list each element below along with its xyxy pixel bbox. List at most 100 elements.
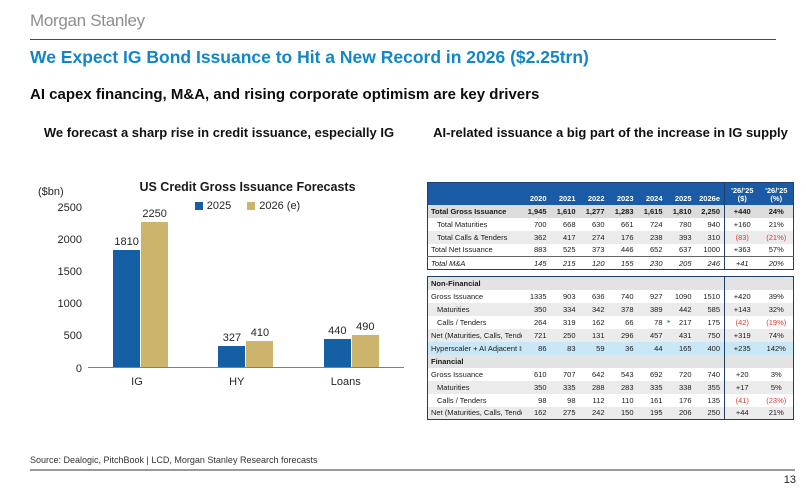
- cell-value: [608, 276, 638, 290]
- cell-value: 940: [707, 219, 720, 229]
- cell-value: 1,610: [550, 204, 580, 218]
- col-header-delta: '26/'25 (%): [759, 182, 794, 205]
- chart-panel-title: We forecast a sharp rise in credit issua…: [43, 125, 395, 140]
- cell-value: [666, 276, 696, 290]
- cell-value: 637: [678, 245, 692, 255]
- cell-value: 721: [521, 328, 551, 342]
- cell-value: 335: [637, 380, 667, 394]
- cell-value: 636: [591, 291, 605, 301]
- cell-value: +160: [724, 217, 760, 231]
- bar-value-label: 490: [356, 321, 375, 333]
- bar-2025: [323, 339, 351, 367]
- chart-title: US Credit Gross Issuance Forecasts: [139, 180, 356, 194]
- cell-value: 446: [620, 245, 634, 255]
- cell-value: 543: [620, 369, 634, 379]
- cell-value: 21%: [759, 406, 794, 420]
- cell-value: 162: [521, 406, 551, 420]
- cell-value: 1,615: [637, 204, 667, 218]
- cell-value: 264: [533, 317, 547, 327]
- cell-value: 457: [637, 328, 667, 342]
- cell-value: (19%): [766, 317, 787, 327]
- cell-value: +319: [724, 328, 760, 342]
- cell-value: 355: [695, 380, 725, 394]
- x-axis-category-label: HY: [229, 376, 245, 388]
- cell-value: +20: [724, 367, 760, 381]
- cell-value: [637, 354, 667, 368]
- legend-swatch-icon: [194, 202, 203, 210]
- cell-value: 1335: [529, 291, 547, 301]
- table-row: Calls / Tenders 264 319 162 66 78 217 ▸ 175 (42) (…: [428, 315, 794, 329]
- bar-2025: [218, 346, 246, 367]
- footer-divider: [30, 469, 795, 471]
- row-label: Net (Maturities, Calls, Tenders): [427, 328, 522, 342]
- cell-value: 98: [567, 395, 576, 405]
- cell-value: 155: [608, 256, 638, 270]
- cell-value: 1510: [703, 291, 720, 301]
- bar-unit: 1810: [113, 236, 141, 367]
- cell-value: 661: [620, 219, 634, 229]
- cell-value: 740: [620, 291, 634, 301]
- cell-value: 217 ▸: [667, 317, 692, 327]
- col-header-delta: '26/'25 ($): [724, 182, 760, 205]
- x-axis-category-label: IG: [131, 376, 143, 388]
- table-row: Gross Issuance 1335 903 636 740 927 1090 1510 +4…: [428, 289, 794, 303]
- row-label: Non-Financial: [427, 276, 522, 290]
- cell-value: (23%): [766, 395, 787, 405]
- cell-value: [550, 354, 580, 368]
- morgan-stanley-logo: Morgan Stanley: [30, 11, 145, 30]
- cell-value: 750: [695, 328, 725, 342]
- bar-value-label: 327: [222, 332, 242, 344]
- cell-value: 2,250: [695, 204, 725, 218]
- x-axis-category-label: Loans: [330, 376, 361, 388]
- cell-value: 442: [666, 302, 696, 316]
- cell-value: (41): [724, 393, 760, 407]
- cell-value: 610: [533, 369, 547, 379]
- cell-value: 1,277: [579, 204, 609, 218]
- header-divider: [30, 39, 776, 40]
- cell-value: 250: [550, 328, 580, 342]
- issuance-table-totals: 2020 2021 2022 2023 2024 2025 2026e '26/'25 ($) '…: [427, 182, 794, 270]
- table-row: Maturities 350 335 288 283 335 338 355 +17 5%: [427, 380, 794, 394]
- cell-value: 32%: [759, 302, 794, 316]
- issuance-table-sectors: Non-Financial Gross Issuance 1335 903 636 740…: [427, 276, 794, 420]
- bar-value-label: 410: [250, 327, 270, 339]
- cell-value: 310: [695, 230, 725, 244]
- y-axis-tick-label: 0: [75, 362, 82, 375]
- bar-2026e: [246, 341, 274, 367]
- cell-value: 110: [621, 395, 634, 405]
- cell-value: 3%: [770, 369, 782, 379]
- cell-value: 1090: [674, 291, 692, 301]
- col-header-delta-line: '26/'25: [765, 185, 788, 195]
- cell-value: (42): [724, 315, 760, 329]
- cell-value: [724, 354, 760, 368]
- cell-value: 400: [695, 341, 725, 355]
- cell-value: 205: [666, 256, 696, 270]
- cell-value: [695, 354, 725, 368]
- bar-unit: 327: [218, 332, 246, 367]
- y-axis-unit-label: ($bn): [38, 186, 64, 198]
- cell-value: 135: [707, 395, 720, 405]
- cell-value: 150: [608, 406, 638, 420]
- cell-value: [759, 276, 794, 290]
- cell-value: +17: [724, 380, 760, 394]
- cell-value: 740: [707, 369, 720, 379]
- col-header-year: 2023: [608, 182, 638, 205]
- slide-subtitle: AI capex financing, M&A, and rising corp…: [30, 86, 540, 103]
- issuance-table: 2020 2021 2022 2023 2024 2025 2026e '26/'25 ($) '…: [427, 182, 794, 420]
- cell-value: 707: [562, 369, 576, 379]
- y-axis-tick-label: 2500: [57, 201, 82, 214]
- legend-label: 2025: [206, 200, 232, 212]
- cell-value: 319: [562, 317, 576, 327]
- bar-group-loans: 440 490: [323, 321, 379, 367]
- cell-value: 246: [695, 256, 725, 270]
- cell-value: 176: [608, 230, 638, 244]
- cell-value: 98: [538, 395, 547, 405]
- cell-value: 176: [678, 395, 692, 405]
- cell-value: 66: [625, 317, 634, 327]
- cell-value: +41: [724, 256, 760, 270]
- row-label: Total Net Issuance: [431, 245, 493, 255]
- source-note: Source: Dealogic, PitchBook | LCD, Morga…: [30, 455, 318, 465]
- bar-2026e: [141, 222, 169, 367]
- cell-value: [521, 354, 551, 368]
